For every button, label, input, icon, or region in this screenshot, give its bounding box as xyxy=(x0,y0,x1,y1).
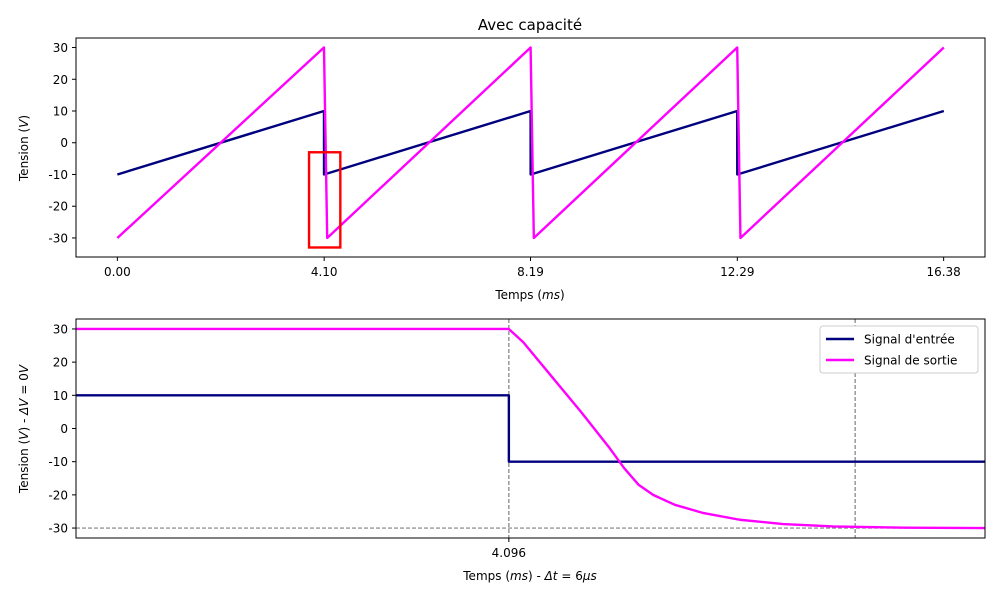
legend-box xyxy=(819,325,979,374)
bottom-chart-y-tick-label: -20 xyxy=(48,488,68,502)
top-chart-x-tick-label: 4.10 xyxy=(311,265,338,279)
top-chart-y-label: Tension (V) xyxy=(17,115,31,182)
top-chart-series-input xyxy=(117,109,945,176)
top-chart-title: Avec capacité xyxy=(478,16,582,34)
bottom-chart-y-ticks: -30 -20 -10 0 10 20 30 xyxy=(48,322,76,536)
top-chart-y-tick-label: -20 xyxy=(48,200,68,214)
bottom-chart-y-label: Tension (V) - ΔV = 0V xyxy=(17,364,31,494)
top-chart: Avec capacité 0.00 4.10 8.19 12.29 16.38 -30… xyxy=(17,16,986,302)
top-chart-x-tick-label: 16.38 xyxy=(926,265,960,279)
top-chart-x-tick-label: 12.29 xyxy=(720,265,754,279)
top-chart-series-output xyxy=(116,46,945,240)
bottom-chart-y-tick-label: 20 xyxy=(53,356,68,370)
top-chart-y-ticks: -30 -20 -10 0 10 20 30 xyxy=(48,41,76,245)
top-chart-x-label: Temps (ms) xyxy=(494,288,564,302)
bottom-chart-series-input xyxy=(76,394,985,463)
bottom-chart-x-tick-label: 4.096 xyxy=(492,546,526,560)
bottom-chart-y-tick-label: 30 xyxy=(53,322,68,336)
legend-label-output: Signal de sortie xyxy=(864,354,957,368)
bottom-chart-y-tick-label: 10 xyxy=(53,389,68,403)
legend: Signal d'entrée Signal de sortie xyxy=(819,325,979,374)
top-chart-y-tick-label: 30 xyxy=(53,41,68,55)
bottom-chart-y-tick-label: -30 xyxy=(48,522,68,536)
top-chart-y-tick-label: 20 xyxy=(53,73,68,87)
top-chart-y-tick-label: 10 xyxy=(53,105,68,119)
top-chart-y-tick-label: -10 xyxy=(48,168,68,182)
top-chart-x-tick-label: 8.19 xyxy=(517,265,544,279)
legend-label-input: Signal d'entrée xyxy=(864,333,955,347)
top-chart-y-tick-label: 0 xyxy=(60,136,68,150)
top-chart-lines xyxy=(116,46,945,249)
zoom-highlight-box xyxy=(307,151,342,249)
bottom-chart-lines xyxy=(76,327,986,530)
bottom-chart-series-output xyxy=(76,327,986,530)
bottom-chart: 4.096 -30 -20 -10 0 10 20 30 Temps (ms) - Δt =… xyxy=(17,318,986,583)
bottom-chart-x-ticks: 4.096 xyxy=(492,538,526,560)
bottom-chart-y-tick-label: 0 xyxy=(60,422,68,436)
top-chart-x-ticks: 0.00 4.10 8.19 12.29 16.38 xyxy=(104,257,961,279)
top-chart-x-tick-label: 0.00 xyxy=(104,265,131,279)
top-chart-y-tick-label: -30 xyxy=(48,231,68,245)
bottom-chart-y-tick-label: -10 xyxy=(48,455,68,469)
bottom-chart-x-label: Temps (ms) - Δt = 6μs xyxy=(462,569,596,583)
